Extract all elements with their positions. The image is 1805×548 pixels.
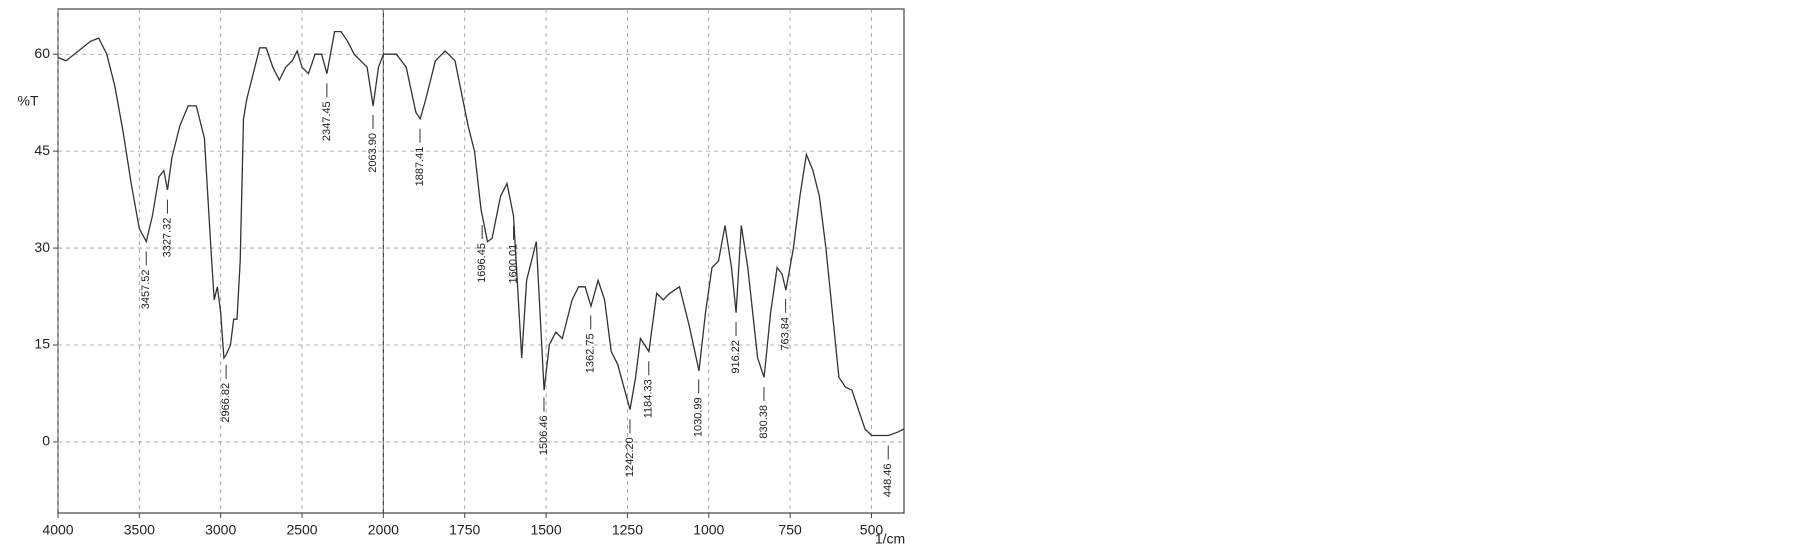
x-tick-label: 3000 bbox=[205, 522, 236, 538]
peak-label: 830.38 bbox=[758, 405, 770, 439]
peak-label: 2966.82 bbox=[220, 383, 232, 423]
peak-label: 1506.46 bbox=[538, 415, 550, 455]
x-tick-label: 1750 bbox=[449, 522, 480, 538]
peak-label: 1184.33 bbox=[643, 379, 655, 418]
peak-label: 1242.20 bbox=[624, 437, 636, 477]
spectrum-line bbox=[57, 30, 905, 437]
y-tick-label: 15 bbox=[34, 336, 50, 352]
peak-label: 916.22 bbox=[730, 340, 742, 374]
x-tick-label: 4000 bbox=[42, 522, 73, 538]
x-tick-label: 1500 bbox=[530, 522, 561, 538]
peak-label: 1600.01 bbox=[507, 244, 519, 284]
y-tick-label: 60 bbox=[34, 45, 50, 61]
x-tick-label: 500 bbox=[860, 522, 884, 538]
x-tick-label: 3500 bbox=[124, 522, 155, 538]
x-tick-label: 750 bbox=[778, 522, 802, 538]
peak-label: 1696.45 bbox=[476, 243, 488, 283]
x-tick-label: 1250 bbox=[612, 522, 643, 538]
y-axis-label: %T bbox=[18, 93, 39, 109]
peak-label: 763.84 bbox=[780, 317, 792, 351]
x-axis-label: 1/cm bbox=[875, 531, 905, 547]
peak-label: 1030.99 bbox=[693, 397, 705, 437]
peak-label: 3327.32 bbox=[161, 218, 173, 258]
peak-label: 448.46 bbox=[882, 463, 894, 497]
peak-label: 1887.41 bbox=[414, 147, 426, 187]
y-tick-label: 30 bbox=[34, 239, 50, 255]
x-tick-label: 2500 bbox=[286, 522, 317, 538]
y-tick-label: 45 bbox=[34, 142, 50, 158]
x-tick-label: 1000 bbox=[693, 522, 724, 538]
x-tick-label: 2000 bbox=[368, 522, 399, 538]
peak-label: 2347.45 bbox=[321, 101, 333, 141]
peak-label: 1362.75 bbox=[585, 333, 597, 373]
peak-label: 3457.52 bbox=[140, 269, 152, 309]
peak-label: 2063.90 bbox=[367, 133, 379, 173]
y-tick-label: 0 bbox=[42, 433, 50, 449]
